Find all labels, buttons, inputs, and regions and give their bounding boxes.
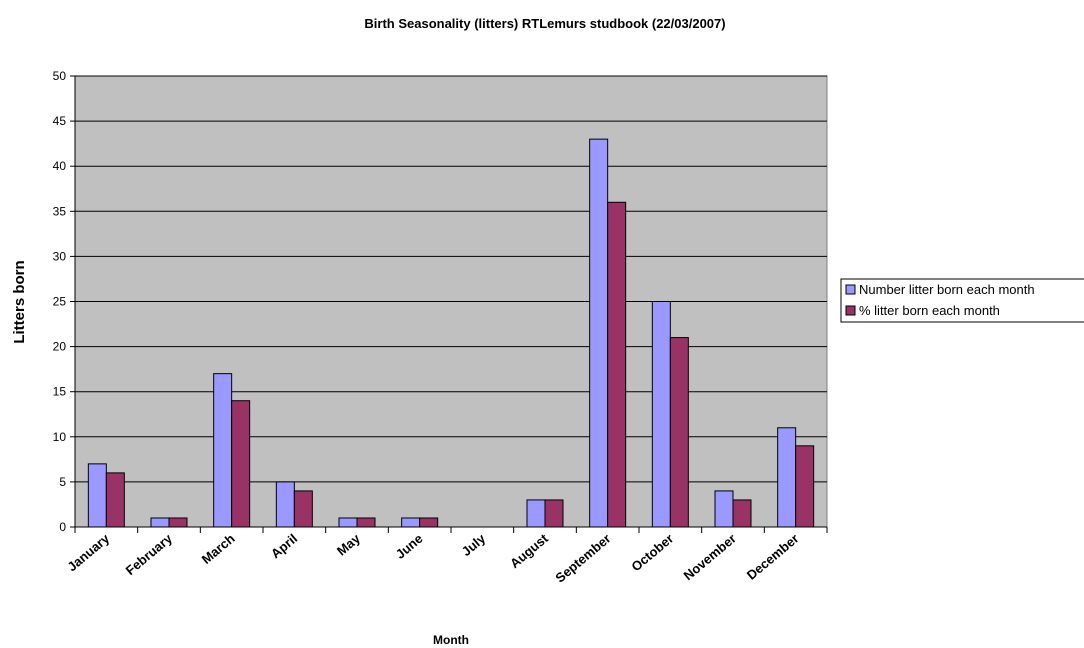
bar bbox=[589, 138, 609, 528]
legend-label-number: Number litter born each month bbox=[859, 282, 1035, 297]
y-tick-label: 30 bbox=[53, 249, 67, 263]
gridlines bbox=[75, 75, 827, 483]
y-ticks: 0 5 10 15 20 25 30 35 40 45 50 bbox=[53, 69, 75, 534]
bar bbox=[275, 481, 295, 528]
y-tick-label: 50 bbox=[53, 69, 67, 83]
bar bbox=[356, 517, 376, 528]
x-tick-label: October bbox=[628, 531, 676, 575]
bar bbox=[105, 472, 125, 528]
bar bbox=[338, 517, 358, 528]
bar bbox=[419, 517, 439, 528]
x-tick-label: January bbox=[64, 530, 112, 574]
bar bbox=[669, 337, 689, 528]
bar bbox=[401, 517, 421, 528]
bar bbox=[150, 517, 170, 528]
y-tick-label: 20 bbox=[53, 340, 67, 354]
bar bbox=[293, 490, 313, 528]
x-tick-label: July bbox=[459, 530, 489, 559]
bar bbox=[213, 373, 233, 528]
y-tick-label: 40 bbox=[53, 159, 67, 173]
y-tick-label: 0 bbox=[59, 520, 66, 534]
legend-label-percent: % litter born each month bbox=[859, 303, 1000, 318]
y-tick-label: 25 bbox=[53, 295, 67, 309]
bar bbox=[607, 201, 627, 528]
legend: Number litter born each month % litter b… bbox=[840, 278, 1084, 323]
y-tick-label: 10 bbox=[53, 430, 67, 444]
x-tick-label: March bbox=[199, 531, 238, 567]
x-tick-label: September bbox=[552, 531, 613, 586]
x-tick-label: November bbox=[681, 531, 739, 583]
x-tick-label: August bbox=[507, 530, 551, 571]
legend-box bbox=[840, 278, 1084, 323]
bar bbox=[231, 400, 251, 528]
x-tick-label: December bbox=[744, 531, 802, 583]
bar bbox=[777, 427, 797, 528]
y-axis-title: Litters born bbox=[11, 260, 28, 343]
bar bbox=[168, 517, 188, 528]
x-tick-label: June bbox=[393, 531, 426, 562]
bar bbox=[732, 499, 752, 528]
y-tick-label: 15 bbox=[53, 385, 67, 399]
legend-swatch-percent bbox=[845, 305, 856, 316]
x-ticks: January February March April May June July Augu… bbox=[64, 527, 828, 586]
chart-title: Birth Seasonality (litters) RTLemurs stu… bbox=[364, 16, 725, 31]
bar bbox=[714, 490, 734, 528]
bar bbox=[651, 301, 671, 528]
legend-swatch-number bbox=[845, 284, 856, 295]
y-tick-label: 45 bbox=[53, 114, 67, 128]
x-axis-title: Month bbox=[433, 633, 469, 647]
bar bbox=[795, 445, 815, 528]
y-tick-label: 35 bbox=[53, 204, 67, 218]
bar bbox=[544, 499, 564, 528]
x-tick-label: April bbox=[268, 531, 300, 562]
y-tick-label: 5 bbox=[59, 475, 66, 489]
x-tick-label: May bbox=[334, 530, 364, 558]
x-tick-label: February bbox=[123, 530, 176, 578]
bar bbox=[526, 499, 546, 528]
bar bbox=[87, 463, 107, 528]
